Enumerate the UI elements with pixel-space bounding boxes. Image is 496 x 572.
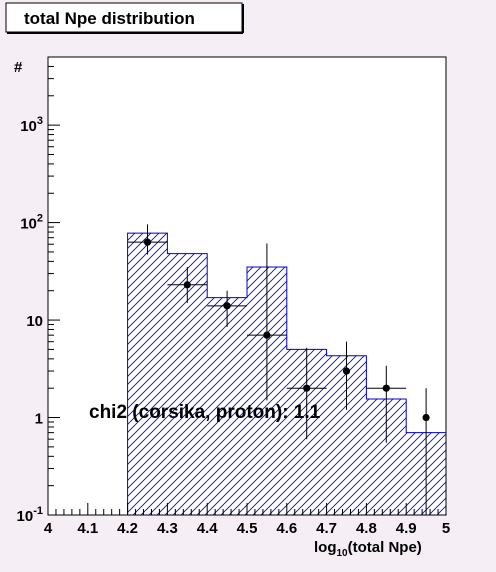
data-point-1: [167, 267, 208, 303]
axes: 4 4.1 4.2 4.3 4.4 4.5 4.6 4.7 4.8 4.9 5 10-1 1 10 102 1…: [17, 56, 450, 537]
x-tick-label: 4.8: [356, 520, 377, 537]
x-tick-label: 4.1: [77, 520, 98, 537]
data-point-5: [342, 341, 351, 410]
data-marker: [303, 384, 311, 392]
chart-title: total Npe distribution: [24, 9, 195, 28]
y-tick-label: 1: [35, 411, 43, 428]
chi2-annotation: chi2 (corsika, proton): 1.1: [89, 402, 321, 423]
y-tick-label: 10-1: [17, 505, 43, 525]
y-tick-label: 103: [20, 115, 43, 135]
y-tick-label: 102: [20, 213, 43, 233]
data-marker: [183, 281, 191, 289]
y-axis-label: #: [14, 59, 23, 76]
title-box: [5, 2, 243, 33]
data-point-0: [127, 224, 168, 255]
x-tick-label: 4.4: [197, 520, 219, 537]
y-tick-label: 10: [26, 313, 43, 330]
histogram-bin-4: [207, 297, 247, 515]
x-axis-label-base: log: [314, 539, 337, 556]
data-point-6: [366, 365, 407, 443]
histogram-outline: [127, 232, 446, 515]
x-tick-label: 4.2: [117, 520, 138, 537]
x-tick-label: 4.9: [396, 520, 417, 537]
data-marker: [342, 367, 351, 375]
data-marker: [143, 238, 152, 246]
x-tick-label: 5: [442, 520, 450, 537]
x-tick-label: 4.3: [157, 520, 178, 537]
data-marker: [223, 302, 231, 310]
x-axis-label-tail: (total Npe): [348, 539, 422, 556]
x-tick-label: 4: [44, 520, 53, 537]
data-marker: [422, 413, 430, 422]
data-marker: [263, 331, 271, 339]
data-marker: [382, 384, 390, 392]
x-tick-label: 4.6: [276, 520, 297, 537]
histogram-series: [127, 232, 446, 516]
x-tick-label: 4.7: [316, 520, 337, 537]
histogram-bin-2: [127, 233, 168, 515]
data-point-7: [422, 388, 430, 515]
x-tick-label: 4.5: [237, 520, 258, 537]
data-point-3: [247, 243, 287, 401]
x-axis-label-sub: 10: [337, 548, 349, 559]
data-point-2: [207, 290, 247, 327]
data-series: [127, 224, 430, 515]
data-point-4: [286, 347, 327, 440]
x-axis-label: log10(total Npe): [314, 539, 422, 559]
